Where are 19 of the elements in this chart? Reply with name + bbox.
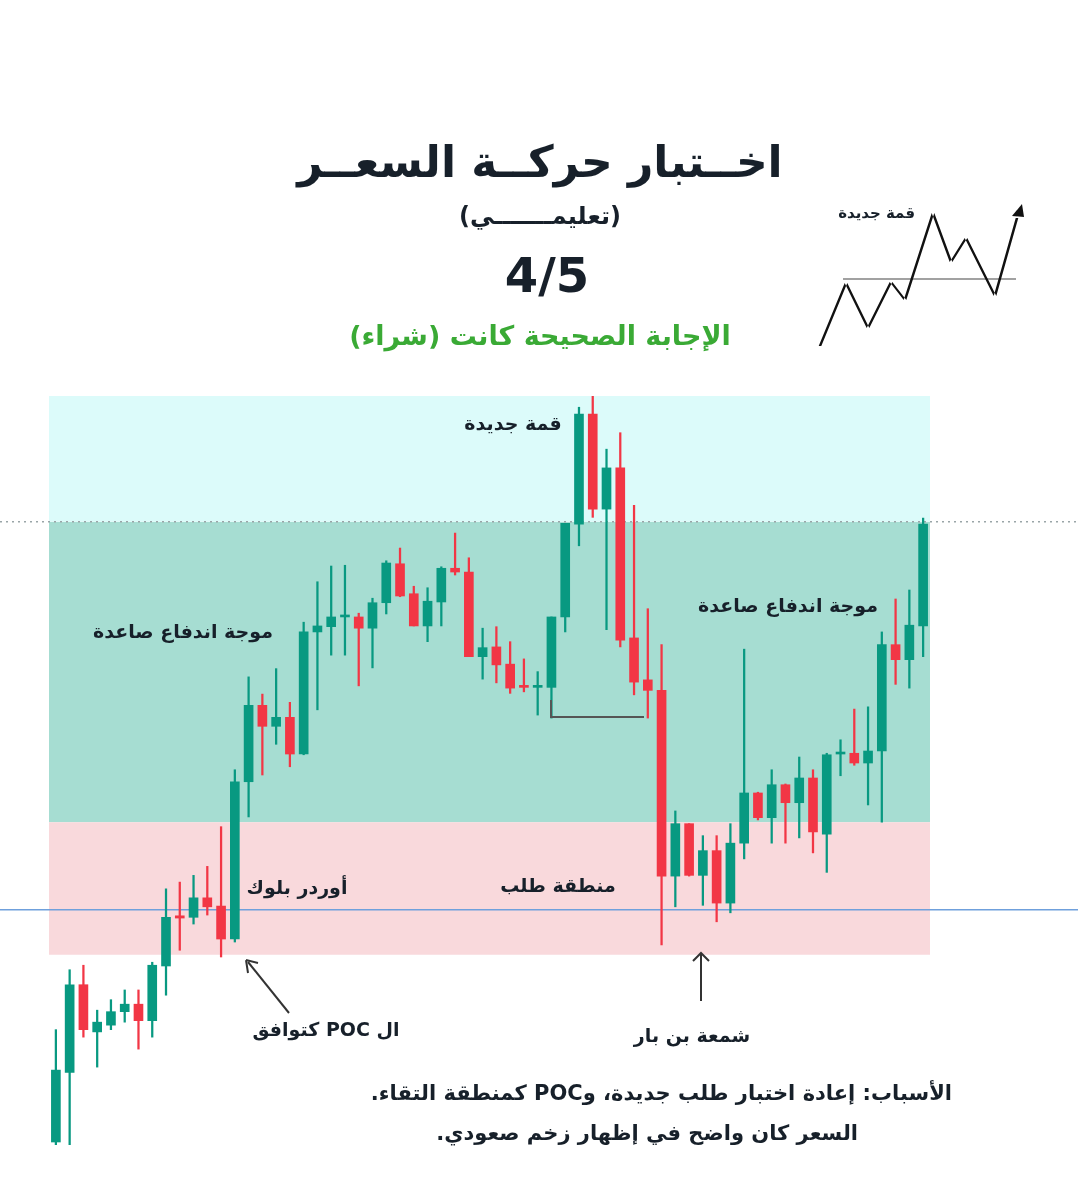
candlestick: [477, 627, 488, 680]
chart-title: اخــتبار حركــة السعــر: [297, 136, 783, 188]
candlestick: [890, 598, 901, 685]
annotation: منطقة طلب: [500, 873, 616, 896]
annotation: قمة جديدة: [464, 411, 562, 434]
annotation: ال POC كتوافق: [252, 1017, 400, 1040]
text: الإجابة الصحيحة كانت (شراء): [349, 320, 731, 352]
annotation: السعر كان واضح في إظهار زخم صعودي.: [436, 1121, 858, 1146]
candlestick: [133, 989, 144, 1050]
text: 4/5: [504, 246, 590, 303]
annotation: شمعة بن بار: [633, 1023, 751, 1046]
text: قمة جديدة: [838, 204, 915, 223]
chart-subtitle: (تعليمـــــــي): [459, 202, 621, 231]
annotation: أوردر بلوك: [246, 875, 348, 898]
candlestick: [491, 626, 502, 684]
annotation: موجة اندفاع صاعدة: [93, 619, 273, 642]
annotation: الأسباب: إعادة اختبار طلب جديدة، وPOC كمنطقة التقاء.: [370, 1081, 952, 1106]
candlestick: [601, 448, 612, 631]
annotation: موجة اندفاع صاعدة: [698, 593, 878, 616]
